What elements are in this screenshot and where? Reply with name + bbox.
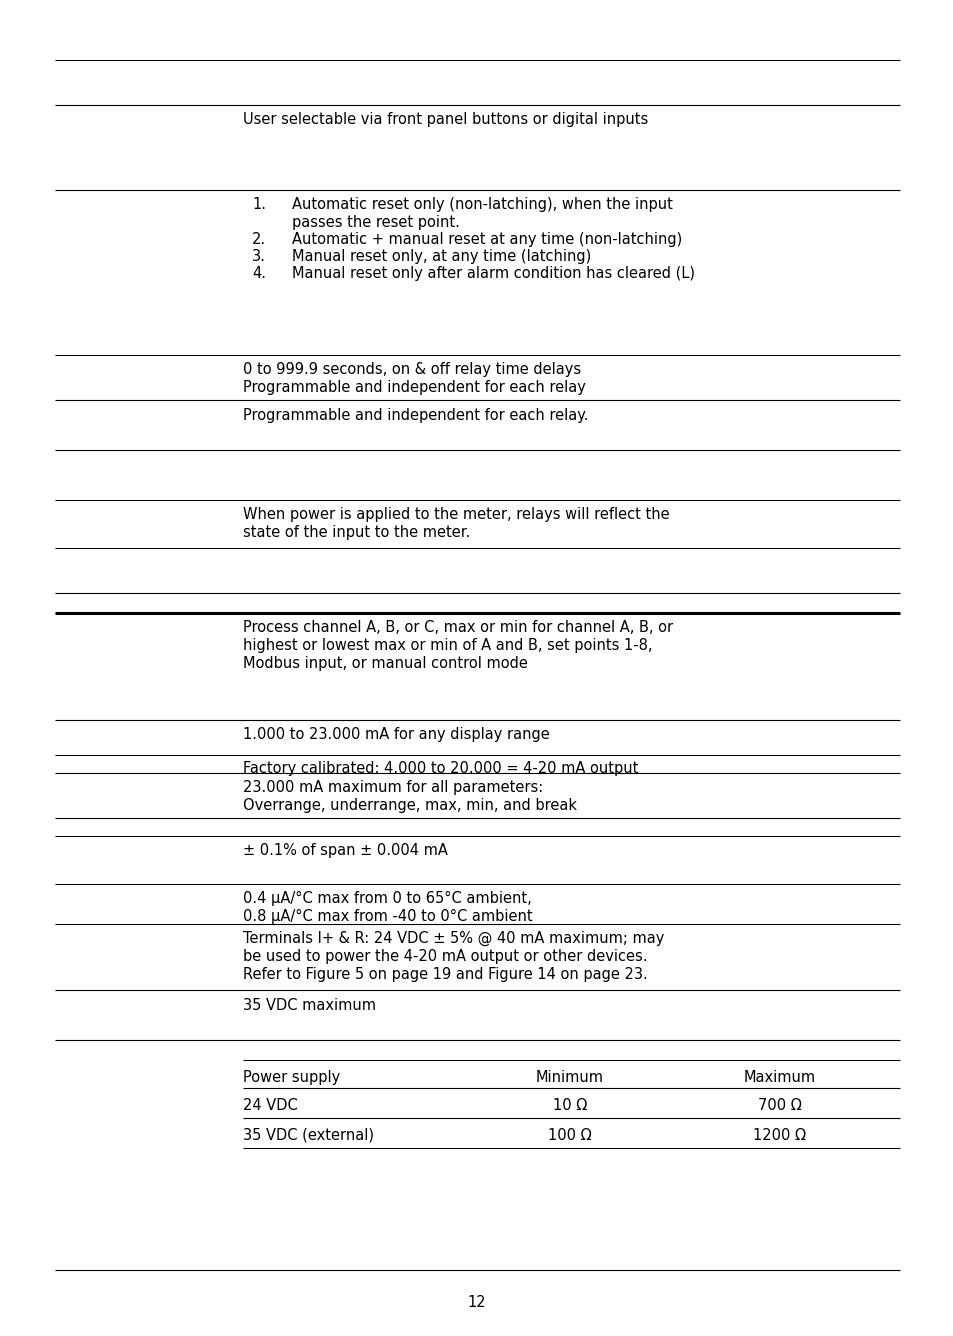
Text: passes the reset point.: passes the reset point. — [292, 215, 459, 230]
Text: Manual reset only after alarm condition has cleared (L): Manual reset only after alarm condition … — [292, 266, 695, 281]
Text: 0.8 μA/°C max from -40 to 0°C ambient: 0.8 μA/°C max from -40 to 0°C ambient — [243, 908, 532, 925]
Text: 700 Ω: 700 Ω — [758, 1098, 801, 1113]
Text: 0 to 999.9 seconds, on & off relay time delays: 0 to 999.9 seconds, on & off relay time … — [243, 362, 580, 377]
Text: Modbus input, or manual control mode: Modbus input, or manual control mode — [243, 656, 527, 671]
Text: User selectable via front panel buttons or digital inputs: User selectable via front panel buttons … — [243, 112, 648, 127]
Text: Factory calibrated: 4.000 to 20.000 = 4-20 mA output: Factory calibrated: 4.000 to 20.000 = 4-… — [243, 762, 638, 776]
Text: 35 VDC (external): 35 VDC (external) — [243, 1128, 374, 1144]
Text: be used to power the 4-20 mA output or other devices.: be used to power the 4-20 mA output or o… — [243, 949, 647, 965]
Text: When power is applied to the meter, relays will reflect the: When power is applied to the meter, rela… — [243, 506, 669, 522]
Text: 1.: 1. — [252, 196, 266, 212]
Text: Power supply: Power supply — [243, 1070, 340, 1085]
Text: 10 Ω: 10 Ω — [553, 1098, 586, 1113]
Text: Manual reset only, at any time (latching): Manual reset only, at any time (latching… — [292, 248, 591, 265]
Text: Maximum: Maximum — [743, 1070, 815, 1085]
Text: Programmable and independent for each relay: Programmable and independent for each re… — [243, 379, 585, 395]
Text: Minimum: Minimum — [536, 1070, 603, 1085]
Text: 12: 12 — [467, 1295, 486, 1311]
Text: 24 VDC: 24 VDC — [243, 1098, 297, 1113]
Text: 23.000 mA maximum for all parameters:: 23.000 mA maximum for all parameters: — [243, 780, 542, 795]
Text: state of the input to the meter.: state of the input to the meter. — [243, 525, 470, 540]
Text: ± 0.1% of span ± 0.004 mA: ± 0.1% of span ± 0.004 mA — [243, 843, 447, 858]
Text: Programmable and independent for each relay.: Programmable and independent for each re… — [243, 407, 588, 424]
Text: 3.: 3. — [252, 248, 266, 265]
Text: Automatic + manual reset at any time (non-latching): Automatic + manual reset at any time (no… — [292, 232, 681, 247]
Text: Terminals I+ & R: 24 VDC ± 5% @ 40 mA maximum; may: Terminals I+ & R: 24 VDC ± 5% @ 40 mA ma… — [243, 931, 663, 946]
Text: Automatic reset only (non-latching), when the input: Automatic reset only (non-latching), whe… — [292, 196, 672, 212]
Text: 1.000 to 23.000 mA for any display range: 1.000 to 23.000 mA for any display range — [243, 727, 549, 741]
Text: 100 Ω: 100 Ω — [548, 1128, 591, 1144]
Text: Process channel A, B, or C, max or min for channel A, B, or: Process channel A, B, or C, max or min f… — [243, 620, 673, 635]
Text: highest or lowest max or min of A and B, set points 1-8,: highest or lowest max or min of A and B,… — [243, 639, 652, 653]
Text: 2.: 2. — [252, 232, 266, 247]
Text: 1200 Ω: 1200 Ω — [753, 1128, 805, 1144]
Text: 4.: 4. — [252, 266, 266, 281]
Text: 35 VDC maximum: 35 VDC maximum — [243, 998, 375, 1013]
Text: Overrange, underrange, max, min, and break: Overrange, underrange, max, min, and bre… — [243, 798, 577, 814]
Text: 0.4 μA/°C max from 0 to 65°C ambient,: 0.4 μA/°C max from 0 to 65°C ambient, — [243, 891, 531, 906]
Text: Refer to Figure 5 on page 19 and Figure 14 on page 23.: Refer to Figure 5 on page 19 and Figure … — [243, 967, 647, 982]
